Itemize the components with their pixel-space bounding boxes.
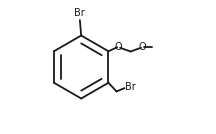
Text: O: O [115, 42, 122, 52]
Text: Br: Br [125, 82, 136, 92]
Text: Br: Br [74, 8, 85, 18]
Text: O: O [139, 42, 146, 52]
